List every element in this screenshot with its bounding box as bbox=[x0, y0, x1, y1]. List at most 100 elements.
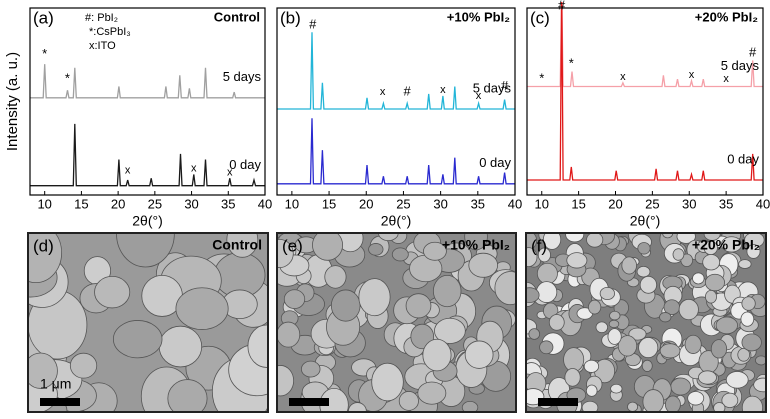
sem-image bbox=[28, 233, 268, 412]
grain bbox=[588, 299, 602, 315]
panel-label: (f) bbox=[531, 236, 547, 255]
grain bbox=[636, 265, 651, 278]
grain bbox=[741, 296, 756, 311]
grain bbox=[312, 233, 343, 261]
peak-marker: x bbox=[125, 165, 131, 177]
x-tick-label: 40 bbox=[258, 196, 272, 211]
grain bbox=[422, 338, 452, 372]
grain bbox=[702, 254, 721, 271]
grain bbox=[417, 381, 447, 405]
peak-marker: x bbox=[191, 163, 197, 175]
grain bbox=[28, 233, 63, 284]
grain bbox=[112, 320, 163, 359]
grain bbox=[755, 355, 766, 366]
grain bbox=[566, 252, 588, 269]
x-tick-label: 20 bbox=[359, 196, 373, 211]
series-label: 0 day bbox=[479, 155, 511, 170]
grain bbox=[713, 402, 726, 412]
grain bbox=[642, 389, 665, 412]
scale-bar bbox=[538, 398, 578, 406]
x-tick-label: 40 bbox=[756, 196, 770, 211]
grain bbox=[595, 321, 609, 334]
grain bbox=[617, 335, 638, 357]
grain bbox=[583, 359, 600, 373]
x-tick-label: 20 bbox=[608, 196, 622, 211]
panel-title: +20% PbI₂ bbox=[695, 9, 758, 24]
x-tick-label: 10 bbox=[37, 196, 51, 211]
grain bbox=[283, 289, 306, 309]
series-label: 0 day bbox=[229, 157, 261, 172]
grain bbox=[526, 287, 540, 303]
legend-note: *:CsPbI₃ bbox=[89, 26, 131, 38]
grain bbox=[698, 370, 717, 385]
x-axis-label: 2θ(°) bbox=[132, 213, 163, 229]
grain bbox=[432, 274, 462, 308]
panel-title: +20% PbI₂ bbox=[692, 237, 760, 253]
grain bbox=[277, 365, 295, 397]
sem-frame bbox=[27, 232, 269, 413]
panel-title: Control bbox=[212, 237, 262, 253]
grain bbox=[628, 327, 647, 341]
legend-note: #: PbI₂ bbox=[85, 12, 118, 24]
peak-marker: x bbox=[620, 71, 626, 83]
peak-marker: * bbox=[539, 70, 544, 85]
panel-title: Control bbox=[214, 9, 260, 24]
peak-marker: # bbox=[501, 78, 509, 93]
grain bbox=[564, 368, 581, 387]
peak-marker: x bbox=[440, 84, 446, 96]
grain bbox=[581, 400, 599, 412]
grain bbox=[548, 314, 565, 331]
x-tick-label: 25 bbox=[645, 196, 659, 211]
peak-marker: # bbox=[404, 84, 412, 99]
panel-label: (a) bbox=[33, 8, 54, 27]
grain bbox=[705, 289, 717, 304]
series-label: 5 days bbox=[473, 80, 512, 95]
grain bbox=[621, 256, 637, 275]
panel-label: (b) bbox=[280, 8, 301, 27]
scale-bar-label: 1 μm bbox=[40, 376, 71, 392]
panel-title: +10% PbI₂ bbox=[447, 9, 510, 24]
grain bbox=[703, 240, 718, 255]
grain bbox=[226, 233, 259, 258]
y-axis-label: Intensity (a. u.) bbox=[4, 52, 21, 151]
grain bbox=[741, 395, 764, 412]
grain bbox=[398, 391, 419, 411]
xrd-trace bbox=[527, 2, 763, 181]
xrd-trace bbox=[277, 118, 515, 185]
grain bbox=[692, 272, 705, 285]
grain bbox=[526, 247, 538, 268]
grain bbox=[368, 243, 384, 256]
peak-marker: # bbox=[558, 0, 566, 13]
grain bbox=[638, 337, 659, 359]
grain bbox=[565, 233, 585, 243]
legend-note: x:ITO bbox=[89, 40, 116, 52]
scale-bar bbox=[289, 398, 329, 406]
peak-marker: # bbox=[309, 16, 317, 31]
grain bbox=[715, 316, 738, 335]
grain bbox=[680, 253, 694, 267]
peak-marker: x bbox=[227, 166, 233, 178]
grain bbox=[641, 359, 653, 372]
x-axis-label: 2θ(°) bbox=[630, 213, 661, 229]
sem-image bbox=[526, 233, 766, 412]
grain bbox=[627, 401, 639, 412]
grain bbox=[461, 400, 479, 412]
grain bbox=[158, 325, 203, 368]
grain bbox=[371, 362, 404, 402]
x-tick-label: 15 bbox=[74, 196, 88, 211]
x-tick-label: 15 bbox=[571, 196, 585, 211]
peak-marker: x bbox=[723, 73, 729, 85]
scale-bar bbox=[40, 398, 80, 406]
grain bbox=[639, 275, 658, 294]
sem-frame bbox=[276, 232, 517, 413]
grain bbox=[676, 233, 696, 244]
grain bbox=[738, 259, 752, 269]
x-tick-label: 30 bbox=[184, 196, 198, 211]
panel-title: +10% PbI₂ bbox=[442, 237, 510, 253]
grain bbox=[607, 328, 622, 345]
grain bbox=[585, 384, 598, 397]
axes-frame bbox=[29, 7, 266, 196]
x-tick-label: 20 bbox=[111, 196, 125, 211]
series-label: 5 days bbox=[721, 58, 760, 73]
sem-image bbox=[277, 233, 516, 412]
